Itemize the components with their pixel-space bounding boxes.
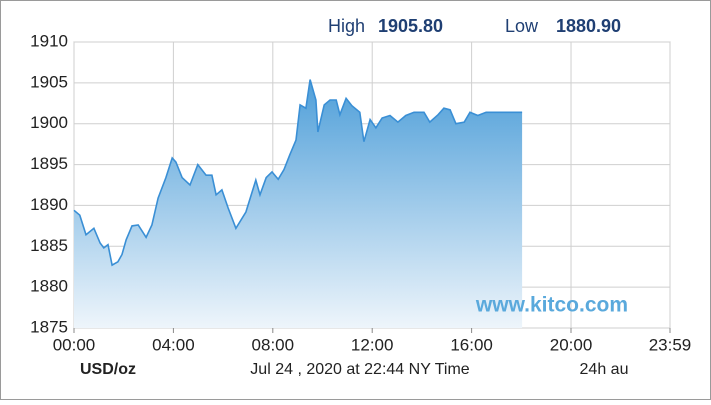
area-fill xyxy=(74,79,523,328)
y-tick-label: 1890 xyxy=(30,195,68,214)
y-tick-label: 1905 xyxy=(30,72,68,91)
y-tick-label: 1875 xyxy=(30,317,68,336)
x-tick-label: 16:00 xyxy=(450,335,493,354)
y-tick-label: 1900 xyxy=(30,113,68,132)
x-tick-label: 23:59 xyxy=(649,335,692,354)
x-tick-label: 04:00 xyxy=(152,335,195,354)
y-tick-label: 1880 xyxy=(30,277,68,296)
range-note: 24h au xyxy=(580,361,629,378)
x-tick-label: 00:00 xyxy=(53,335,96,354)
watermark: www.kitco.com xyxy=(475,294,628,317)
unit-label: USD/oz xyxy=(80,361,136,378)
y-tick-label: 1895 xyxy=(30,154,68,173)
high-value: 1905.80 xyxy=(378,16,443,36)
y-tick-label: 1885 xyxy=(30,236,68,255)
timestamp: Jul 24 , 2020 at 22:44 NY Time xyxy=(250,361,470,378)
price-line xyxy=(73,79,523,267)
x-tick-label: 08:00 xyxy=(252,335,295,354)
x-tick-label: 20:00 xyxy=(550,335,593,354)
low-label: Low xyxy=(505,16,539,36)
low-value: 1880.90 xyxy=(556,16,621,36)
high-label: High xyxy=(328,16,365,36)
x-tick-label: 12:00 xyxy=(351,335,394,354)
y-tick-label: 1910 xyxy=(30,31,68,50)
